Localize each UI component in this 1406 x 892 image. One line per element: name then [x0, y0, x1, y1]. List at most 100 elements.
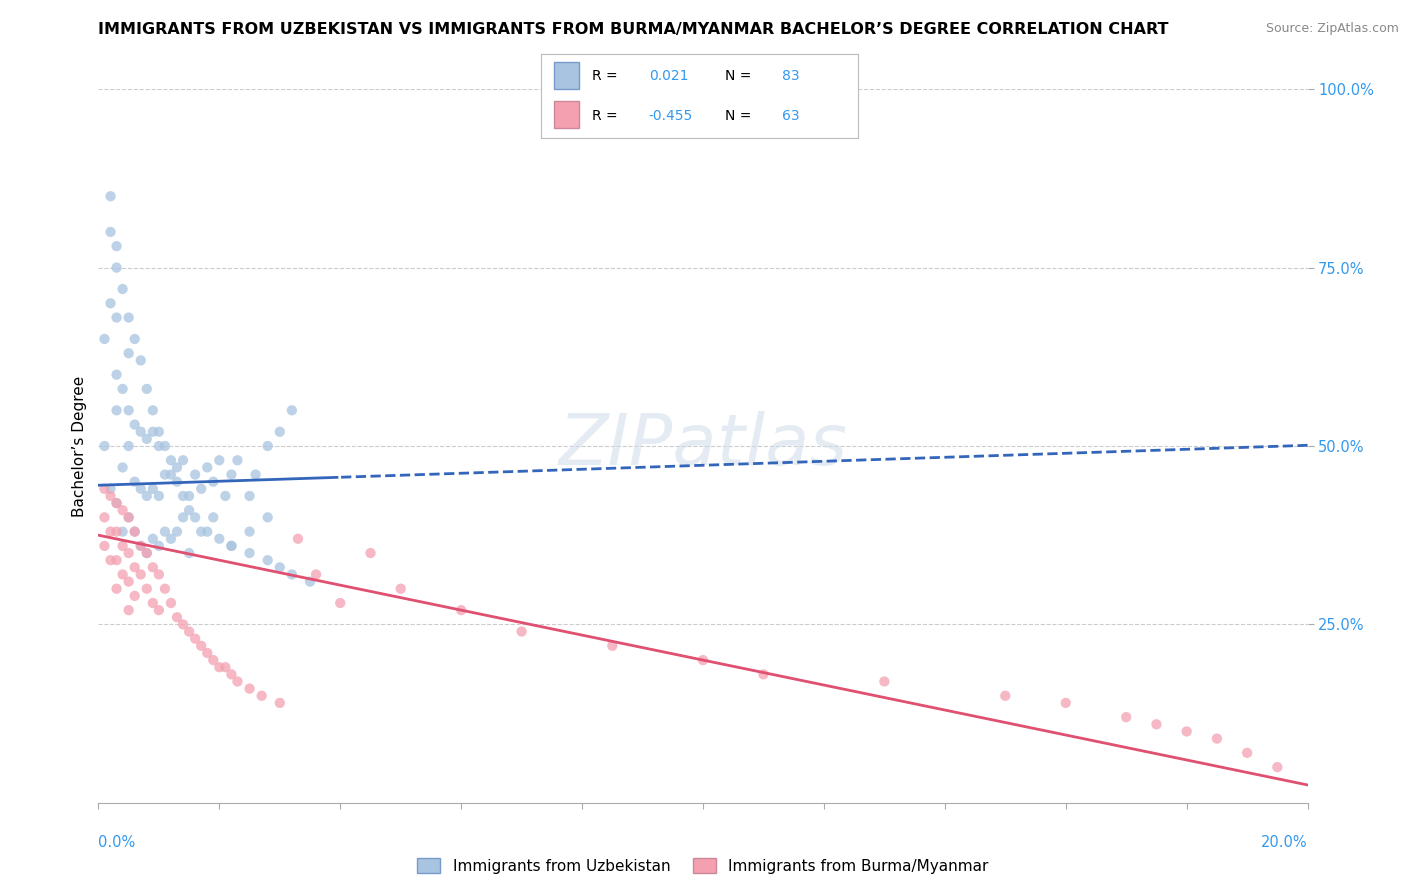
Point — [1144, 717, 1167, 731]
Point — [184, 467, 207, 482]
Point — [153, 467, 176, 482]
Point — [214, 660, 236, 674]
Point — [129, 482, 152, 496]
Point — [160, 453, 183, 467]
Point — [256, 439, 278, 453]
Point — [111, 567, 134, 582]
Point — [105, 582, 128, 596]
Point — [153, 524, 176, 539]
Text: N =: N = — [725, 109, 755, 123]
Point — [100, 553, 122, 567]
Point — [142, 532, 165, 546]
Point — [111, 282, 134, 296]
Text: IMMIGRANTS FROM UZBEKISTAN VS IMMIGRANTS FROM BURMA/MYANMAR BACHELOR’S DEGREE CO: IMMIGRANTS FROM UZBEKISTAN VS IMMIGRANTS… — [98, 22, 1168, 37]
Point — [118, 310, 141, 325]
Text: 20.0%: 20.0% — [1261, 835, 1308, 850]
Point — [100, 489, 122, 503]
Point — [602, 639, 624, 653]
Point — [124, 560, 146, 574]
Point — [184, 510, 207, 524]
Point — [100, 225, 122, 239]
Point — [93, 482, 115, 496]
Point — [135, 489, 157, 503]
Point — [1115, 710, 1137, 724]
Point — [239, 681, 262, 696]
Point — [360, 546, 382, 560]
Point — [100, 296, 122, 310]
Text: R =: R = — [592, 109, 621, 123]
Point — [118, 346, 141, 360]
Text: N =: N = — [725, 69, 755, 83]
Point — [105, 260, 128, 275]
Point — [166, 610, 188, 624]
Text: 83: 83 — [782, 69, 800, 83]
Point — [269, 696, 291, 710]
Point — [269, 560, 291, 574]
Text: 0.021: 0.021 — [650, 69, 689, 83]
Point — [195, 460, 218, 475]
Point — [179, 503, 201, 517]
Point — [129, 539, 152, 553]
Point — [166, 475, 188, 489]
FancyBboxPatch shape — [554, 62, 579, 89]
Point — [160, 596, 183, 610]
Point — [190, 524, 212, 539]
Point — [129, 539, 152, 553]
FancyBboxPatch shape — [554, 101, 579, 128]
Point — [256, 553, 278, 567]
Point — [105, 524, 128, 539]
Point — [208, 453, 231, 467]
Point — [221, 539, 243, 553]
Point — [1236, 746, 1258, 760]
Point — [195, 646, 218, 660]
Point — [105, 310, 128, 325]
Point — [148, 439, 170, 453]
Point — [160, 467, 183, 482]
Point — [93, 332, 115, 346]
Point — [118, 403, 141, 417]
Point — [160, 532, 183, 546]
Point — [190, 639, 212, 653]
Point — [148, 489, 170, 503]
Point — [100, 524, 122, 539]
Point — [135, 432, 157, 446]
Point — [148, 603, 170, 617]
Point — [184, 632, 207, 646]
Point — [148, 425, 170, 439]
Point — [129, 567, 152, 582]
Point — [166, 460, 188, 475]
Point — [111, 524, 134, 539]
Point — [190, 482, 212, 496]
Text: R =: R = — [592, 69, 621, 83]
Point — [179, 624, 201, 639]
Point — [208, 660, 231, 674]
Point — [1206, 731, 1229, 746]
Point — [124, 417, 146, 432]
Point — [179, 546, 201, 560]
Point — [281, 567, 304, 582]
Text: 0.0%: 0.0% — [98, 835, 135, 850]
Point — [100, 189, 122, 203]
Point — [873, 674, 896, 689]
Point — [153, 582, 176, 596]
Point — [93, 439, 115, 453]
Point — [105, 496, 128, 510]
Point — [142, 560, 165, 574]
Point — [1054, 696, 1077, 710]
Point — [111, 460, 134, 475]
Point — [153, 439, 176, 453]
Point — [105, 239, 128, 253]
Point — [118, 510, 141, 524]
Point — [389, 582, 412, 596]
Point — [105, 496, 128, 510]
Point — [135, 546, 157, 560]
Point — [148, 539, 170, 553]
Point — [118, 546, 141, 560]
Point — [305, 567, 328, 582]
Point — [245, 467, 267, 482]
Legend: Immigrants from Uzbekistan, Immigrants from Burma/Myanmar: Immigrants from Uzbekistan, Immigrants f… — [412, 852, 994, 880]
Point — [250, 689, 273, 703]
Point — [124, 475, 146, 489]
Point — [124, 332, 146, 346]
Point — [142, 425, 165, 439]
